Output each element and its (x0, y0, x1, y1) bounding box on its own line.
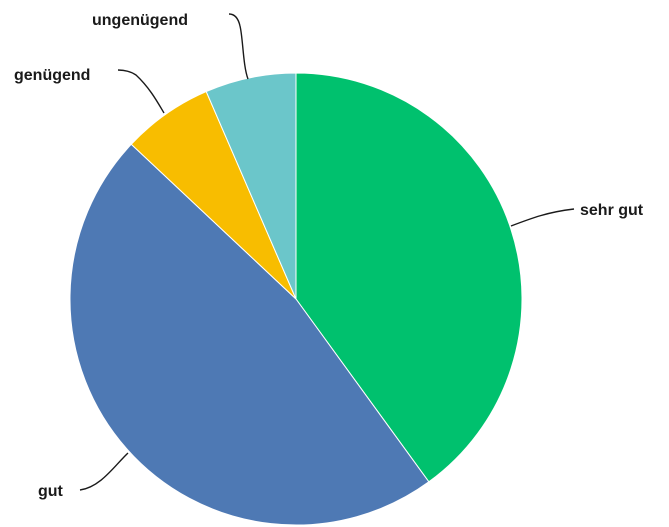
pie-slice-sehr-gut (295, 72, 523, 483)
slice-label-genuegend: genügend (14, 67, 90, 84)
leader-line-ungenuegend (228, 13, 249, 80)
slice-label-ungenuegend: ungenügend (92, 12, 188, 29)
leader-line-gut (79, 452, 129, 491)
leader-lines (79, 13, 575, 491)
leader-line-sehr-gut (510, 208, 575, 227)
pie-slice-ungenuegend (205, 72, 297, 300)
slice-label-sehr-gut: sehr gut (580, 202, 644, 219)
leader-line-genuegend (117, 69, 165, 114)
pie-slice-gut (69, 143, 430, 526)
slice-label-gut: gut (38, 483, 64, 500)
slice-labels: sehr gut gut genügend ungenügend (14, 12, 644, 500)
pie-slices (69, 72, 523, 526)
